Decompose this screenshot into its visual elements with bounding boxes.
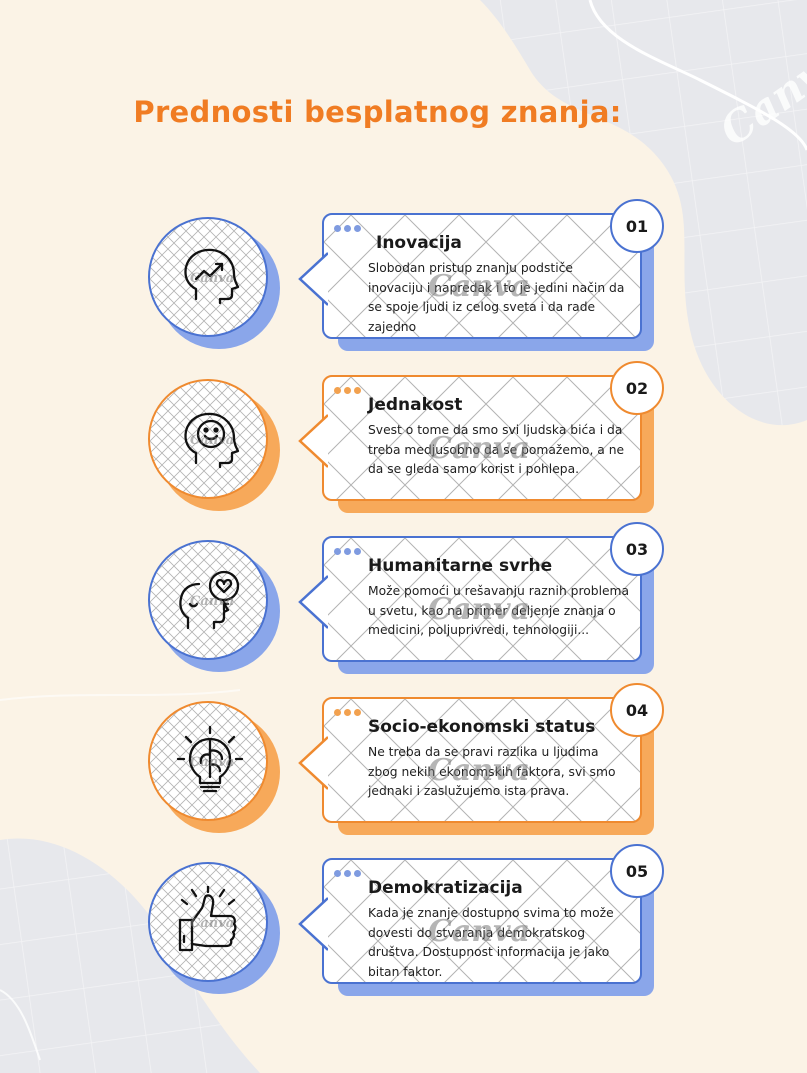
head-smile-icon [184,412,240,469]
card-box: Jednakost Svest o tome da smo svi ljudsk… [322,375,642,501]
icon-circle: Canva [148,217,268,337]
window-dots [334,870,361,877]
window-dots [334,709,361,716]
speech-pointer [298,897,328,951]
icon-circle: Canva [148,862,268,982]
card-title: Humanitarne svrhe [368,556,553,576]
card-text: Svest o tome da smo svi ljudska bića i d… [368,423,625,476]
speech-pointer [298,575,328,629]
page-title: Prednosti besplatnog znanja: [133,95,622,130]
card-05: Canva Demokratizacija Kada je znanje dos… [0,844,807,1008]
window-dots [334,387,361,394]
icon-circle: Canva [148,379,268,499]
card-title: Demokratizacija [368,878,523,898]
number-badge: 04 [610,683,664,737]
card-box: Socio-ekonomski status Ne treba da se pr… [322,697,642,823]
lightbulb-brain-icon [176,725,244,793]
card-title: Jednakost [368,395,463,415]
card-text: Ne treba da se pravi razlika u ljudima z… [368,745,616,798]
card-02: Canva Jednakost Svest o tome da smo svi … [0,361,807,525]
card-01: Canva Inovacija Slobodan pristup znanju … [0,199,807,363]
card-title: Inovacija [376,233,462,253]
card-text: Slobodan pristup znanju podstiče inovaci… [368,261,625,334]
card-text: Može pomoći u rešavanju raznih problema … [368,584,630,637]
number-badge: 02 [610,361,664,415]
head-growth-icon [184,248,240,305]
card-box: Demokratizacija Kada je znanje dostupno … [322,858,642,984]
icon-circle: Canva [148,701,268,821]
thumbs-up-icon [178,886,237,952]
speech-pointer [298,414,328,468]
window-dots [334,548,361,555]
number-badge: 01 [610,199,664,253]
number-badge: 03 [610,522,664,576]
speech-pointer [298,736,328,790]
window-dots [334,225,361,232]
card-text: Kada je znanje dostupno svima to može do… [368,906,614,979]
speech-pointer [298,252,328,306]
number-badge: 05 [610,844,664,898]
card-03: Canva Humanitarne svrhe Može pomoći u re… [0,522,807,686]
card-04: Canva Socio-ekonomski status Ne treba da… [0,683,807,847]
head-heart-key-icon [179,570,240,630]
card-box: Humanitarne svrhe Može pomoći u rešavanj… [322,536,642,662]
icon-circle: Canva [148,540,268,660]
card-title: Socio-ekonomski status [368,717,596,737]
card-box: Inovacija Slobodan pristup znanju podsti… [322,213,642,339]
